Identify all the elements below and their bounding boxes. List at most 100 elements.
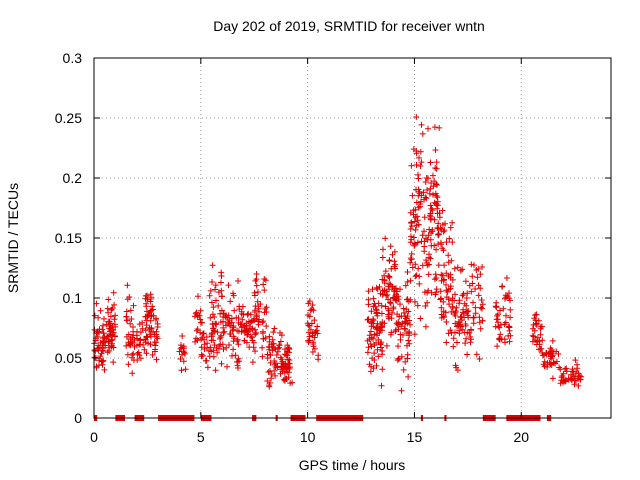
data-point xyxy=(144,334,151,341)
data-point xyxy=(229,327,236,334)
data-point xyxy=(467,339,474,346)
x-tick-label: 0 xyxy=(90,429,98,445)
data-point xyxy=(468,288,475,295)
data-point xyxy=(407,259,414,266)
data-point xyxy=(214,349,221,356)
data-point xyxy=(417,148,424,155)
data-point xyxy=(402,320,408,327)
data-point xyxy=(405,337,412,344)
y-tick-labels: 0 0.05 0.1 0.15 0.2 0.25 0.3 xyxy=(55,50,82,426)
data-point xyxy=(459,326,466,333)
data-point xyxy=(407,226,414,232)
data-point xyxy=(407,255,414,262)
data-point xyxy=(433,165,440,172)
data-point xyxy=(212,367,219,374)
data-point xyxy=(415,171,421,178)
data-point xyxy=(388,265,395,272)
data-point xyxy=(477,285,484,292)
data-point xyxy=(139,319,146,326)
data-point xyxy=(447,224,454,231)
data-point xyxy=(368,334,375,341)
data-point xyxy=(260,335,267,342)
data-point xyxy=(178,367,185,374)
data-point xyxy=(270,340,277,347)
data-point xyxy=(384,291,391,298)
data-point xyxy=(411,331,418,338)
data-point xyxy=(179,351,185,358)
data-point xyxy=(441,276,447,283)
data-point xyxy=(263,323,270,330)
data-point xyxy=(365,288,372,295)
data-point xyxy=(102,342,109,349)
data-point xyxy=(443,239,450,246)
data-point xyxy=(220,310,227,317)
data-point xyxy=(212,286,218,293)
data-point xyxy=(134,357,141,363)
data-point xyxy=(147,317,154,324)
data-point xyxy=(432,165,439,171)
data-point xyxy=(204,340,211,347)
data-point xyxy=(461,300,468,307)
data-point xyxy=(404,269,411,275)
data-point xyxy=(431,242,438,249)
data-point xyxy=(111,301,118,308)
data-point xyxy=(105,332,112,339)
data-point xyxy=(426,190,433,197)
data-point xyxy=(235,355,242,362)
data-point xyxy=(477,325,484,332)
data-point xyxy=(463,295,470,301)
data-point xyxy=(405,330,412,337)
data-point xyxy=(575,370,582,377)
data-point xyxy=(425,271,432,278)
data-point xyxy=(454,264,461,271)
data-point xyxy=(433,192,440,199)
data-point xyxy=(245,310,252,317)
data-point xyxy=(531,315,538,322)
data-point xyxy=(427,255,434,262)
data-point xyxy=(537,331,544,338)
data-point xyxy=(441,262,448,269)
data-point xyxy=(431,216,438,223)
data-point xyxy=(408,256,415,263)
data-point xyxy=(407,239,414,246)
data-point xyxy=(306,313,313,320)
data-point xyxy=(495,323,502,330)
data-point xyxy=(389,283,395,290)
data-point xyxy=(285,374,292,381)
data-point xyxy=(443,281,449,288)
data-point xyxy=(405,373,412,380)
data-point xyxy=(575,382,582,389)
data-point xyxy=(454,367,461,374)
data-point xyxy=(142,295,149,302)
data-point xyxy=(127,320,134,327)
data-point xyxy=(261,309,268,316)
data-point xyxy=(479,301,486,308)
data-point xyxy=(443,287,450,294)
data-point xyxy=(427,236,434,243)
data-point xyxy=(271,325,278,332)
data-point xyxy=(193,335,199,342)
data-point xyxy=(433,181,439,187)
data-points xyxy=(91,114,585,394)
data-point xyxy=(152,316,159,323)
data-point xyxy=(408,250,415,257)
data-point xyxy=(381,287,388,294)
data-point xyxy=(434,224,441,231)
data-point xyxy=(147,291,154,298)
data-point xyxy=(105,296,112,303)
data-point xyxy=(307,326,314,333)
data-point xyxy=(365,316,372,323)
data-point xyxy=(433,201,440,208)
data-point xyxy=(447,285,454,292)
data-point xyxy=(389,251,396,258)
data-point xyxy=(179,333,186,339)
data-point xyxy=(142,313,149,320)
data-point xyxy=(207,314,214,321)
data-point xyxy=(368,308,375,315)
data-point xyxy=(247,311,254,318)
data-point xyxy=(395,355,402,362)
data-point xyxy=(247,333,254,340)
data-point xyxy=(446,235,453,242)
data-point xyxy=(422,303,429,309)
